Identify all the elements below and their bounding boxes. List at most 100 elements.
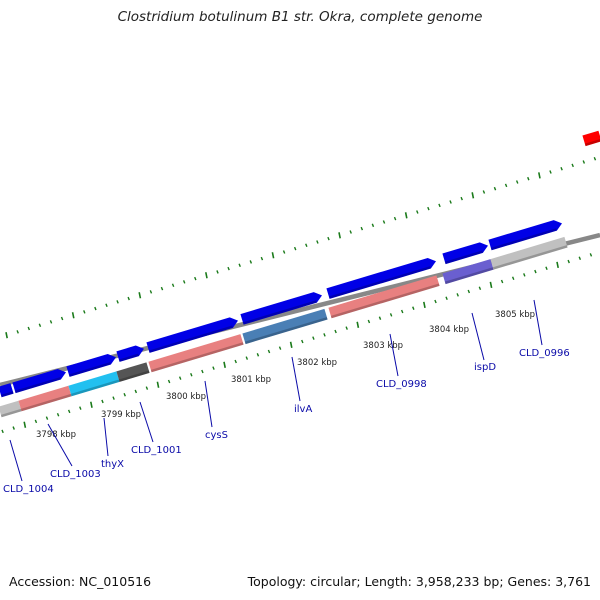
upper-tick <box>182 280 186 284</box>
cds-grey-1 <box>0 400 22 418</box>
lower-tick <box>423 301 426 309</box>
forward-cds-3-shape <box>116 345 145 362</box>
kbp-label: 3802 kbp <box>297 358 337 368</box>
upper-tick <box>5 332 8 339</box>
upper-tick <box>94 306 97 311</box>
upper-tick <box>427 206 430 211</box>
lower-tick <box>223 361 226 368</box>
upper-tick <box>16 330 19 334</box>
kbp-label: 3801 kbp <box>231 375 271 385</box>
forward-cds-5 <box>240 292 323 325</box>
topology-label: Topology: circular; Length: 3,958,233 bp… <box>247 574 591 589</box>
gene-label: ispD <box>474 362 496 373</box>
cds-purple-shape <box>442 259 494 285</box>
lower-tick <box>511 276 515 280</box>
gene-label: CLD_0996 <box>519 348 570 359</box>
upper-tick <box>305 243 308 248</box>
forward-cds-1-shape <box>12 368 67 394</box>
forward-cds-0 <box>0 383 14 398</box>
cds-grey-2-shading <box>492 245 568 270</box>
upper-tick <box>105 303 108 307</box>
upper-tick <box>138 292 142 299</box>
kbp-label: 3803 kbp <box>363 341 403 351</box>
cds-cyan <box>68 371 120 397</box>
lower-tick <box>556 261 559 269</box>
cds-steel-shape <box>242 308 328 345</box>
lower-tick <box>190 373 193 377</box>
upper-tick <box>149 290 153 294</box>
upper-tick <box>116 300 119 304</box>
gene-label: CLD_1004 <box>3 484 54 495</box>
forward-cds-0-shading <box>0 391 14 398</box>
lower-tick <box>245 356 249 360</box>
lower-tick <box>456 293 459 297</box>
lower-tick <box>101 399 104 404</box>
forward-cds-4 <box>146 317 239 353</box>
cds-steel-shading <box>244 317 328 345</box>
upper-tick <box>504 183 508 188</box>
gene-label: CLD_1001 <box>131 445 182 456</box>
upper-tick <box>27 326 31 331</box>
gene-connector <box>139 401 154 443</box>
red-feature <box>582 130 600 147</box>
upper-tick <box>515 180 519 184</box>
lower-tick <box>178 376 182 380</box>
accession-label: Accession: NC_010516 <box>9 574 152 589</box>
upper-tick <box>438 203 441 208</box>
lower-tick <box>478 286 482 290</box>
cds-cyan-shading <box>70 379 120 397</box>
forward-cds-3-shading <box>118 353 139 362</box>
lower-tick <box>267 349 271 354</box>
cds-purple <box>442 259 494 285</box>
lower-tick <box>145 386 149 390</box>
lower-tick <box>212 366 215 370</box>
gene-connector <box>47 423 73 467</box>
lower-tick <box>167 379 171 384</box>
upper-tick <box>249 260 253 264</box>
lower-tick <box>334 329 337 334</box>
lower-tick <box>378 316 382 320</box>
gene-connector <box>533 299 543 346</box>
lower-tick <box>256 353 260 357</box>
forward-cds-6-shading <box>328 266 431 299</box>
lower-tick <box>278 346 282 350</box>
lower-tick <box>312 336 315 340</box>
forward-cds-0-shape <box>0 383 14 398</box>
upper-tick <box>260 256 264 261</box>
forward-cds-1 <box>12 368 67 394</box>
upper-tick <box>160 286 164 291</box>
lower-tick <box>367 319 371 324</box>
cds-grey-1-shading <box>0 408 22 418</box>
gene-connector <box>103 417 109 457</box>
gene-label: cysS <box>205 430 228 441</box>
lower-tick <box>545 266 548 270</box>
lower-tick <box>12 426 15 430</box>
upper-tick <box>593 156 597 161</box>
lower-tick <box>90 401 93 408</box>
upper-tick <box>205 272 208 279</box>
lower-tick <box>523 273 526 277</box>
upper-tick <box>460 196 463 201</box>
lower-tick <box>434 299 437 304</box>
cds-reverse-2 <box>148 334 244 373</box>
upper-tick <box>404 212 408 219</box>
lower-tick <box>34 419 38 424</box>
cds-purple-shading <box>444 267 494 285</box>
lower-tick <box>467 289 471 294</box>
gene-connector <box>389 333 399 377</box>
lower-tick <box>323 333 326 337</box>
upper-tick <box>338 232 341 239</box>
gene-label: ilvA <box>294 404 312 415</box>
forward-cds-2 <box>66 353 117 377</box>
lower-tick <box>534 269 537 274</box>
cds-reverse-2-shape <box>148 334 244 373</box>
upper-tick <box>482 190 486 194</box>
upper-tick <box>538 172 541 179</box>
forward-cds-5-shape <box>240 292 323 325</box>
upper-tick <box>471 192 475 199</box>
forward-cds-8-shape <box>488 220 562 251</box>
forward-cds-2-shape <box>66 353 117 377</box>
cds-grey-1-shape <box>0 400 22 418</box>
upper-tick <box>71 312 75 319</box>
lower-tick <box>234 359 237 364</box>
